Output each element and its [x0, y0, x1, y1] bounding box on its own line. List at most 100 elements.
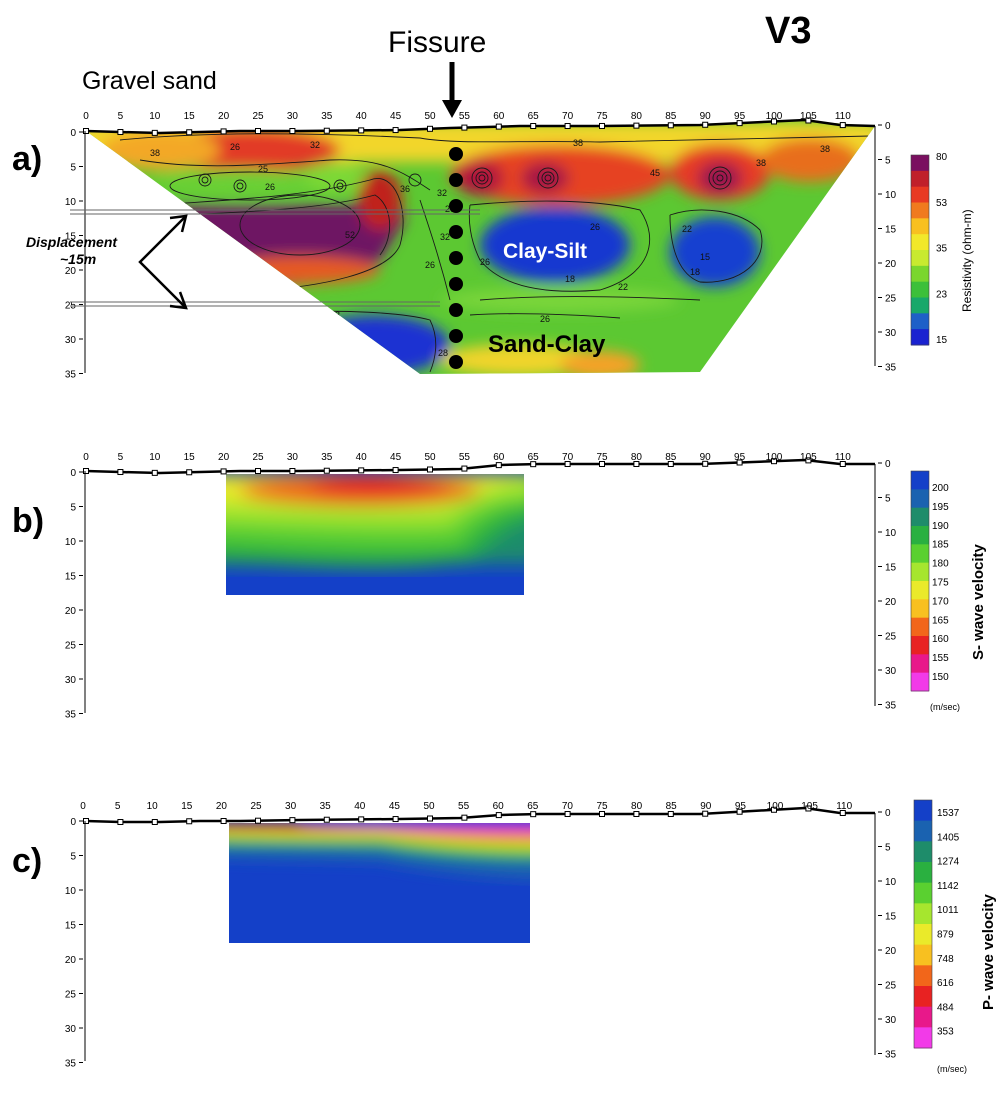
- panel-b-x-tick-label: 110: [835, 452, 851, 463]
- panel-a-electrode: [805, 117, 812, 124]
- panel-b-electrode: [461, 465, 468, 472]
- fissure-dot: [449, 199, 463, 213]
- panel-a-x-tick-label: 75: [596, 111, 608, 122]
- panel-a-electrode: [392, 127, 399, 134]
- panel-c-electrode: [667, 811, 674, 817]
- panel-c-electrode: [633, 811, 640, 817]
- panel-b-electrode: [599, 461, 605, 467]
- panel-a-electrode: [495, 123, 502, 130]
- panel-b-depth-left-tick-label: 5: [70, 503, 76, 514]
- panel-b-x-tick-label: 35: [321, 452, 333, 463]
- panel-b-label: b): [12, 502, 44, 540]
- panel-c-electrode: [220, 818, 227, 824]
- p-wave-colorbar-tick-label: 748: [937, 954, 954, 965]
- resistivity-colorbar-swatch: [911, 218, 929, 235]
- panel-c-x-tick-label: 5: [115, 801, 121, 812]
- p-wave-colorbar-swatch: [914, 903, 932, 925]
- panel-c-depth-right-tick-label: 5: [885, 843, 891, 854]
- panel-a-x-tick-label: 15: [184, 111, 196, 122]
- s-wave-colorbar-swatch: [911, 489, 929, 509]
- p-wave-colorbar-tick-label: 879: [937, 930, 954, 941]
- contour-label: 26: [265, 182, 275, 192]
- panel-c-x-tick-label: 30: [285, 801, 297, 812]
- panel-b-electrode: [186, 469, 193, 476]
- panel-a-x-tick-label: 30: [287, 111, 299, 122]
- resistivity-colorbar-swatch: [911, 202, 929, 219]
- panel-b-depth-right-tick-label: 25: [885, 632, 897, 643]
- resistivity-colorbar-tick-label: 23: [936, 289, 948, 300]
- panel-c-electrode: [186, 818, 193, 825]
- panel-a-electrodes: [83, 117, 846, 136]
- contour-label: 22: [682, 224, 692, 234]
- resistivity-colorbar-tick-label: 80: [936, 152, 948, 163]
- panel-a-x-tick-label: 40: [356, 111, 368, 122]
- p-wave-colorbar-swatch: [914, 882, 932, 904]
- panel-c-x-tick-label: 55: [458, 801, 470, 812]
- fissure-dot: [449, 225, 463, 239]
- s-wave-colorbar-swatch: [911, 672, 929, 692]
- resistivity-colorbar-swatch: [911, 186, 929, 203]
- s-wave-colorbar-swatch: [911, 654, 929, 674]
- resistivity-colorbar-swatch: [911, 313, 929, 330]
- resistivity-contours: [119, 133, 871, 373]
- panel-c-x-tick-label: 85: [666, 801, 678, 812]
- panel-c-electrode: [83, 818, 89, 824]
- resistivity-colorbar: 80 53 35 23 15: [910, 152, 948, 346]
- s-wave-colorbar-swatch: [911, 544, 929, 564]
- panel-a-x-tick-label: 65: [528, 111, 540, 122]
- s-wave-colorbar-tick-label: 195: [932, 502, 949, 513]
- s-wave-colorbar-label: S- wave velocity: [970, 543, 987, 660]
- panel-b-electrode: [771, 458, 777, 465]
- p-wave-colorbar-swatch: [914, 986, 932, 1008]
- s-wave-colorbar-swatch: [911, 471, 929, 490]
- panel-c-electrode: [427, 815, 433, 822]
- p-wave-colorbar-swatch: [914, 862, 932, 884]
- fissure-dot: [449, 277, 463, 291]
- panel-a-electrode: [255, 128, 261, 134]
- panel-b-depth-right-tick-label: 0: [885, 459, 891, 470]
- fissure-dot: [449, 251, 463, 265]
- p-wave-colorbar-swatch: [914, 944, 932, 966]
- contour-label: 32: [440, 232, 450, 242]
- gravel-sand-label: Gravel sand: [82, 67, 217, 95]
- panel-a-depth-right-tick-label: 15: [885, 225, 897, 236]
- panel-c-x-tick-label: 70: [562, 801, 574, 812]
- panel-b-electrode: [495, 462, 502, 469]
- panel-b-electrode: [427, 466, 433, 473]
- panel-c-x-tick-label: 40: [354, 801, 366, 812]
- panel-a-electrode: [771, 118, 777, 125]
- contour-label: 52: [345, 230, 355, 240]
- panel-b-x-tick-label: 55: [459, 452, 471, 463]
- panel-c-depth-left-tick-label: 20: [65, 955, 77, 966]
- panel-b-x-tick-label: 40: [356, 452, 368, 463]
- s-wave-colorbar-tick-label: 190: [932, 521, 949, 532]
- panel-a-electrode: [702, 121, 709, 128]
- p-wave-colorbar-tick-label: 484: [937, 1002, 954, 1013]
- panel-a-depth-right-tick-label: 0: [885, 121, 891, 132]
- panel-c-depth-right-tick-label: 10: [885, 877, 897, 888]
- contour-label: 26: [590, 222, 600, 232]
- contour-label: 32: [310, 140, 320, 150]
- panel-c-electrode: [289, 817, 296, 824]
- panel-c-electrode: [599, 811, 605, 817]
- contour-label: 32: [437, 188, 447, 198]
- panel-b-electrode: [530, 461, 537, 468]
- panel-c-depth-left-tick-label: 25: [65, 990, 77, 1001]
- p-wave-colorbar-swatch: [914, 924, 932, 946]
- panel-b-depth-right-tick-label: 35: [885, 701, 897, 712]
- panel-b-electrode: [667, 461, 674, 467]
- panel-b-x-ticks: 0 5 10 15 20 25 30 35 40 45 50 55 60 65 70 75 80 85 90 95 10…: [83, 452, 851, 463]
- panel-c-electrode: [564, 811, 571, 817]
- p-wave-colorbar-tick-label: 1537: [937, 808, 960, 819]
- panel-a-electrode: [736, 120, 743, 127]
- panel-c-depth-ticks-left: 0 5 10 15 20 25 30 35: [65, 817, 83, 1070]
- figure-title: V3: [765, 10, 811, 52]
- panel-a-electrode: [151, 129, 158, 136]
- panel-c-electrode: [323, 816, 330, 823]
- p-wave-colorbar-tick-label: 1011: [937, 905, 959, 916]
- panel-a-depth-right-tick-label: 20: [885, 259, 897, 270]
- panel-b-x-tick-label: 10: [149, 452, 161, 463]
- panel-b-depth-right-tick-label: 20: [885, 597, 897, 608]
- panel-c-x-tick-label: 25: [250, 801, 262, 812]
- panel-c-topography: [85, 806, 875, 824]
